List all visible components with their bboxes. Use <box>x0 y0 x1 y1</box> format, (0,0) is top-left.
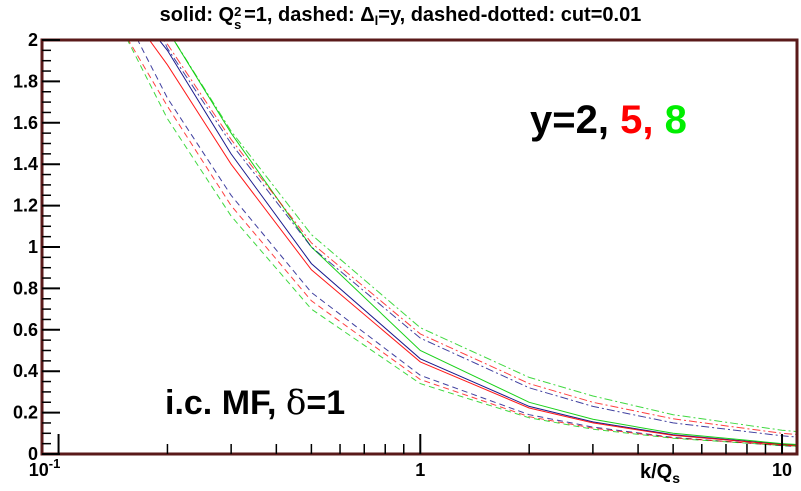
title-part-a: solid: Q <box>159 4 235 26</box>
title-sub2: l <box>374 13 379 28</box>
legend-text: y=2, 5, 8 <box>530 98 687 143</box>
title-delta: Δ <box>360 4 375 26</box>
x-axis-label-main: k/Q <box>640 461 672 483</box>
series-line-y5-dashdot <box>164 40 797 435</box>
y-tick-label: 1.2 <box>13 196 38 216</box>
x-axis-label: k/Qs <box>640 461 680 486</box>
legend-y5: 5, <box>620 98 654 142</box>
series-line-y8-dashdot <box>173 40 797 433</box>
x-axis: 10-1 1 10 <box>29 434 792 480</box>
series-line-y2-solid <box>158 40 797 446</box>
chart-title: solid: Q 2 s =1, dashed: Δl=y, dashed-dotte… <box>0 4 801 32</box>
annotation: i.c. MF, δ=1 <box>165 383 345 423</box>
y-tick-label: 2 <box>28 30 38 50</box>
y-tick-label: 0.8 <box>13 278 38 298</box>
x-tick-exp: -1 <box>49 456 61 471</box>
y-tick-label: 1.6 <box>13 113 38 133</box>
x-tick-base: 10 <box>772 460 792 480</box>
y-tick-label: 1.4 <box>13 154 38 174</box>
series-line-y5-solid <box>148 40 797 446</box>
annotation-tail: =1 <box>306 384 346 422</box>
x-tick-base: 10 <box>29 460 49 480</box>
series-line-y2-dashdot <box>163 40 797 438</box>
annotation-delta: δ <box>285 383 307 423</box>
y-tick-label: 0.6 <box>13 320 38 340</box>
y-tick-label: 0.2 <box>13 403 38 423</box>
title-sup: 2 <box>234 4 242 19</box>
legend-y2: y=2, <box>530 98 609 142</box>
x-tick-base: 1 <box>415 460 425 480</box>
y-axis: 0 0.2 0.4 0.6 0.8 1 1.2 1.4 1.6 1.8 2 <box>13 30 60 464</box>
y-tick-label: 1.8 <box>13 71 38 91</box>
y-tick-label: 1 <box>28 237 38 257</box>
x-tick-label: 10 <box>772 460 792 480</box>
title-part-c: =y, dashed-dotted: cut=0.01 <box>378 4 642 26</box>
title-sub: s <box>234 17 242 32</box>
y-tick-label: 0.4 <box>13 361 38 381</box>
curves-group <box>126 40 797 447</box>
legend-y8: 8 <box>664 98 687 142</box>
x-tick-label: 10-1 <box>29 456 61 480</box>
series-line-y8-dashed <box>126 40 797 447</box>
series-line-y8-solid <box>173 40 797 445</box>
title-part-b: =1, dashed: <box>244 4 361 26</box>
annotation-text: i.c. MF, <box>165 384 286 422</box>
y-tick-label: 0 <box>28 444 38 464</box>
x-axis-label-sub: s <box>672 470 680 486</box>
x-tick-label: 1 <box>415 460 425 480</box>
